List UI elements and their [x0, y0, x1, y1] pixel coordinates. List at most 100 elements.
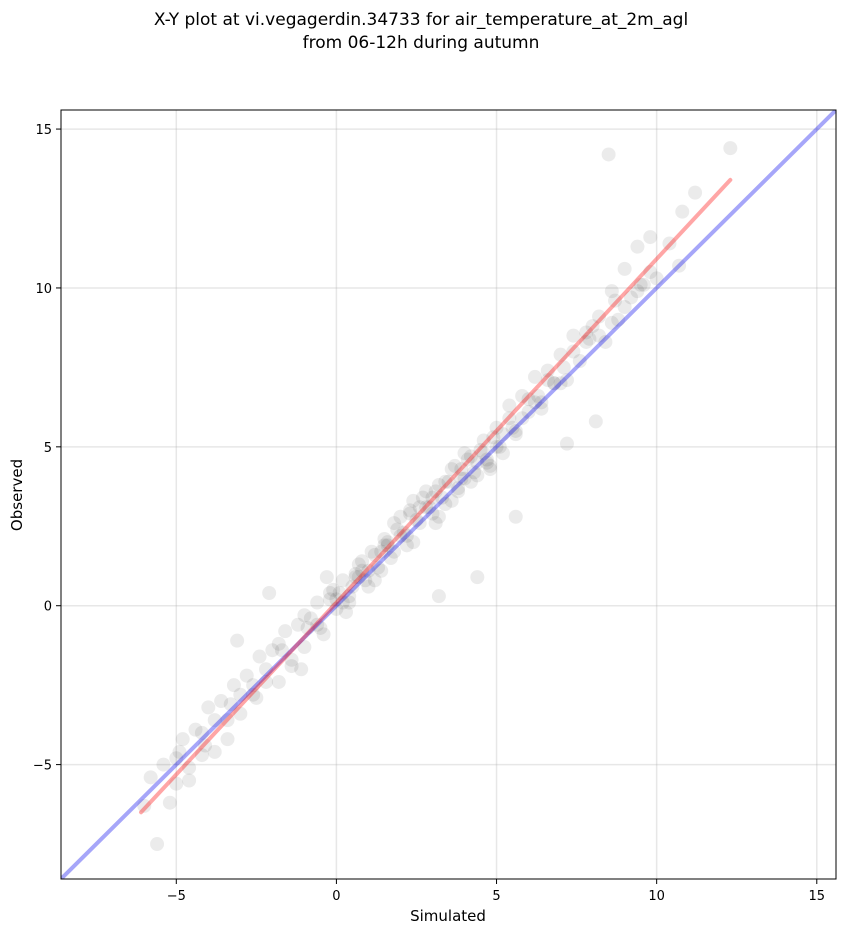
scatter-point	[470, 570, 485, 585]
scatter-point	[428, 484, 443, 499]
scatter-point	[175, 732, 190, 747]
scatter-point	[156, 757, 171, 772]
scatter-point	[406, 535, 421, 550]
scatter-point	[431, 509, 446, 524]
x-tick-label: 0	[332, 889, 340, 904]
scatter-point	[431, 477, 446, 492]
scatter-point	[226, 678, 241, 693]
scatter-point	[495, 446, 510, 461]
scatter-point	[688, 185, 703, 200]
scatter-point	[403, 506, 418, 521]
scatter-point	[630, 239, 645, 254]
scatter-point	[467, 465, 482, 480]
scatter-point	[271, 636, 286, 651]
scatter-point	[617, 261, 632, 276]
scatter-point	[393, 528, 408, 543]
scatter-point	[553, 376, 568, 391]
scatter-point	[355, 554, 370, 569]
scatter-point	[508, 423, 523, 438]
scatter-point	[198, 738, 213, 753]
scatter-point	[351, 557, 366, 572]
scatter-point	[150, 837, 165, 852]
scatter-point	[547, 376, 562, 391]
scatter-point	[188, 722, 203, 737]
scatter-point	[390, 522, 405, 537]
scatter-point	[601, 147, 616, 162]
scatter-point	[278, 624, 293, 639]
scatter-point	[636, 277, 651, 292]
x-tick-label: 5	[492, 889, 500, 904]
scatter-point	[592, 309, 607, 324]
scatter-point	[230, 633, 245, 648]
scatter-point	[457, 471, 472, 486]
scatter-point	[547, 376, 562, 391]
scatter-point	[252, 649, 267, 664]
scatter-point	[585, 319, 600, 334]
scatter-point	[451, 484, 466, 499]
scatter-point	[332, 586, 347, 601]
scatter-point	[284, 659, 299, 674]
scatter-point	[329, 592, 344, 607]
scatter-point	[339, 605, 354, 620]
scatter-point	[377, 531, 392, 546]
scatter-point	[479, 452, 494, 467]
scatter-point	[479, 455, 494, 470]
scatter-point	[483, 462, 498, 477]
scatter-point	[492, 439, 507, 454]
scatter-point	[451, 481, 466, 496]
chart-title: X-Y plot at vi.vegagerdin.34733 for air_…	[154, 10, 688, 30]
scatter-point	[508, 509, 523, 524]
scatter-point	[284, 652, 299, 667]
scatter-point	[463, 474, 478, 489]
scatter-point	[303, 611, 318, 626]
scatter-point	[342, 589, 357, 604]
scatter-point	[534, 401, 549, 416]
y-tick-label: −5	[33, 759, 52, 774]
scatter-point	[367, 573, 382, 588]
scatter-point	[521, 404, 536, 419]
scatter-point	[297, 608, 312, 623]
scatter-point	[608, 293, 623, 308]
scatter-point	[294, 662, 309, 677]
scatter-point	[233, 687, 248, 702]
scatter-point	[489, 439, 504, 454]
y-tick-label: 5	[44, 441, 52, 456]
scatter-point	[454, 471, 469, 486]
scatter-point	[604, 284, 619, 299]
reference-lines	[61, 110, 836, 879]
scatter-point	[624, 290, 639, 305]
scatter-point	[396, 525, 411, 540]
scatter-point	[207, 713, 222, 728]
scatter-point	[207, 744, 222, 759]
scatter-point	[438, 474, 453, 489]
axis-ticks: −5 0 5 10 15 −5 0 5 10 15	[33, 123, 825, 904]
scatter-point	[374, 563, 389, 578]
scatter-point	[428, 516, 443, 531]
scatter-point	[470, 455, 485, 470]
scatter-point	[172, 744, 187, 759]
scatter-point	[246, 678, 261, 693]
scatter-point	[444, 462, 459, 477]
scatter-point	[643, 265, 658, 280]
y-axis-label: Observed	[8, 459, 26, 531]
scatter-point	[358, 573, 373, 588]
scatter-point	[409, 512, 424, 527]
scatter-point	[310, 617, 325, 632]
scatter-point	[310, 595, 325, 610]
scatter-point	[367, 547, 382, 562]
scatter-point	[476, 446, 491, 461]
scatter-point	[460, 452, 475, 467]
scatter-point	[502, 411, 517, 426]
scatter-point	[412, 500, 427, 515]
scatter-point	[351, 570, 366, 585]
scatter-point	[470, 468, 485, 483]
scatter-point	[483, 458, 498, 473]
scatter-point	[502, 398, 517, 413]
scatter-point	[335, 573, 350, 588]
scatter-point	[566, 344, 581, 359]
scatter-point	[233, 706, 248, 721]
scatter-point	[182, 760, 197, 775]
scatter-point	[323, 586, 338, 601]
scatter-point	[271, 674, 286, 689]
scatter-point	[371, 560, 386, 575]
